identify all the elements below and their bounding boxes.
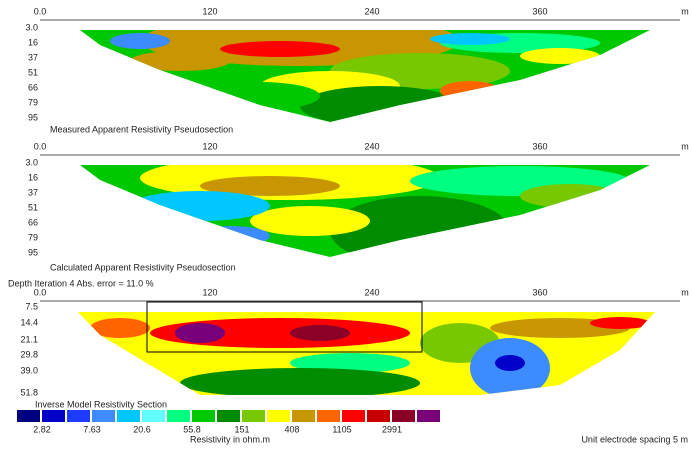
x-label: 120	[202, 6, 217, 16]
depth-label: 3.0	[25, 157, 38, 167]
section-blob	[200, 82, 320, 110]
legend-label: 2.82	[33, 424, 51, 434]
depth-label: 21.1	[20, 334, 38, 344]
x-label: 0.0	[34, 141, 47, 151]
section-blob	[110, 33, 170, 49]
legend-label: 20.6	[133, 424, 151, 434]
legend-title: Resistivity in ohm.m	[190, 434, 270, 444]
legend-swatch	[317, 410, 340, 422]
legend-swatch	[67, 410, 90, 422]
section-blob	[290, 325, 350, 341]
depth-label: 29.8	[20, 349, 38, 359]
x-label: 0.0	[34, 287, 47, 297]
section-blob	[140, 30, 460, 66]
depth-label: 79	[28, 97, 38, 107]
caption: Calculated Apparent Resistivity Pseudose…	[50, 262, 236, 272]
depth-label: 66	[28, 217, 38, 227]
depth-label: 7.5	[25, 301, 38, 311]
section-blob	[90, 318, 150, 338]
depth-label: 95	[28, 112, 38, 122]
depth-label: 16	[28, 37, 38, 47]
legend-swatch	[267, 410, 290, 422]
legend-swatch	[392, 410, 415, 422]
legend-swatch	[217, 410, 240, 422]
x-label: 240	[364, 6, 379, 16]
section-blob	[520, 184, 620, 208]
section-blob	[290, 353, 410, 373]
section-blob	[250, 206, 370, 236]
legend-label: 2991	[382, 424, 402, 434]
depth-label: 3.0	[25, 22, 38, 32]
section-blob	[495, 355, 525, 371]
legend-swatch	[342, 410, 365, 422]
section-blob	[410, 166, 630, 196]
section-blob	[200, 176, 340, 196]
x-label: 240	[364, 287, 379, 297]
section-blob	[590, 317, 650, 329]
section-fill	[80, 30, 650, 122]
section-blob	[300, 86, 460, 122]
highlight-box	[146, 301, 423, 353]
legend-swatch	[17, 410, 40, 422]
legend-label: 7.63	[83, 424, 101, 434]
x-label: 240	[364, 141, 379, 151]
depth-label: 95	[28, 247, 38, 257]
legend-swatch	[117, 410, 140, 422]
section-blob	[175, 323, 225, 343]
section-blob	[520, 48, 600, 64]
section-blob	[130, 191, 270, 221]
legend-swatch	[367, 410, 390, 422]
legend-swatch	[242, 410, 265, 422]
caption: Measured Apparent Resistivity Pseudosect…	[50, 124, 233, 134]
legend-swatch	[92, 410, 115, 422]
legend-swatch	[292, 410, 315, 422]
section-blob	[180, 368, 420, 395]
x-label: 120	[202, 141, 217, 151]
x-label: 360	[532, 141, 547, 151]
x-label: 360	[532, 6, 547, 16]
x-label: 360	[532, 287, 547, 297]
x-label: m	[681, 287, 689, 297]
legend-label: 151	[234, 424, 249, 434]
section-blob	[190, 226, 270, 246]
footer: Unit electrode spacing 5 m	[581, 434, 688, 444]
depth-label: 51	[28, 67, 38, 77]
header: Depth Iteration 4 Abs. error = 11.0 %	[8, 278, 154, 288]
section-fill	[80, 165, 650, 257]
caption: Inverse Model Resistivity Section	[35, 399, 167, 409]
legend-swatch	[142, 410, 165, 422]
legend-label: 408	[284, 424, 299, 434]
legend-swatch	[167, 410, 190, 422]
section-blob	[440, 81, 500, 101]
depth-label: 37	[28, 52, 38, 62]
depth-label: 66	[28, 82, 38, 92]
x-label: m	[681, 141, 689, 151]
depth-label: 16	[28, 172, 38, 182]
depth-label: 51.8	[20, 387, 38, 397]
section-blob	[330, 196, 510, 257]
section-blob	[220, 41, 340, 57]
depth-label: 79	[28, 232, 38, 242]
depth-label: 14.4	[20, 317, 38, 327]
x-label: 0.0	[34, 6, 47, 16]
legend-swatch	[192, 410, 215, 422]
section-blob	[430, 33, 510, 45]
legend-label: 1105	[332, 424, 351, 434]
x-label: 120	[202, 287, 217, 297]
depth-label: 37	[28, 187, 38, 197]
legend-swatch	[417, 410, 440, 422]
depth-label: 39.0	[20, 365, 38, 375]
x-label: m	[681, 6, 689, 16]
legend-label: 55.8	[183, 424, 201, 434]
section-blob	[130, 51, 230, 71]
depth-label: 51	[28, 202, 38, 212]
legend-swatch	[42, 410, 65, 422]
section-fill	[78, 312, 655, 395]
